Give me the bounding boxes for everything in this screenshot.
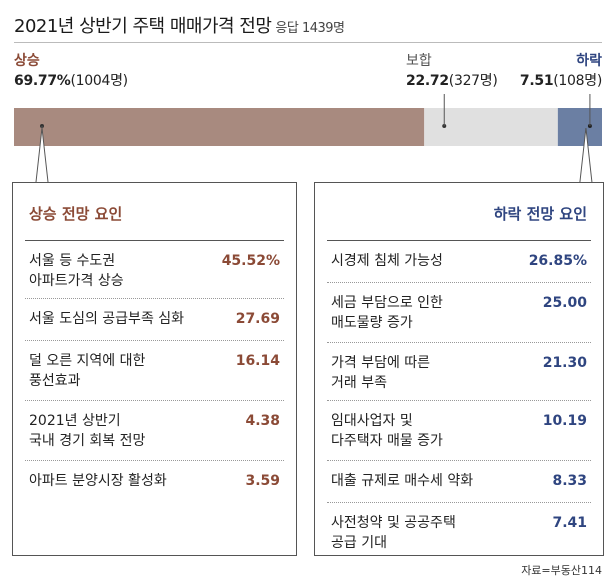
down-factor-row-value: 25.00: [542, 295, 587, 311]
down-factor-row: 사전청약 및 공공주택 공급 기대 7.41: [327, 503, 591, 557]
down-factor-row-label: 세금 부담으로 인한 매도물량 증가: [331, 295, 443, 331]
up-factors-list: 서울 등 수도권 아파트가격 상승 45.52% 서울 도심의 공급부족 심화 27.…: [13, 241, 296, 511]
bar-segment-up: [14, 108, 425, 146]
bar-segment-hold: [424, 108, 558, 146]
category-label-down: 하락 7.51(108명): [520, 50, 602, 90]
category-value-down: 7.51(108명): [520, 70, 602, 90]
down-factor-row-value: 10.19: [542, 413, 587, 429]
up-factor-row-value: 3.59: [245, 473, 280, 489]
percent-up: 69.77%: [14, 73, 71, 89]
up-factor-row-value: 4.38: [245, 413, 280, 429]
down-factor-row-label: 시경제 침체 가능성: [331, 253, 443, 269]
down-factor-row: 대출 규제로 매수세 약화 8.33: [327, 461, 591, 503]
value-hold: 22.72: [406, 73, 449, 89]
down-factor-row-label: 대출 규제로 매수세 약화: [331, 473, 474, 489]
up-factor-row-value: 16.14: [235, 353, 280, 369]
up-factors-panel: 상승 전망 요인 서울 등 수도권 아파트가격 상승 45.52% 서울 도심의 공…: [12, 182, 297, 556]
category-label-hold: 보합 22.72(327명): [406, 50, 498, 90]
count-up: (1004명): [70, 73, 129, 89]
category-value-hold: 22.72(327명): [406, 70, 498, 90]
up-factor-row-label: 서울 도심의 공급부족 심화: [29, 311, 185, 327]
down-factor-row-label: 사전청약 및 공공주택 공급 기대: [331, 515, 456, 551]
down-factor-row-value: 26.85%: [528, 253, 587, 269]
down-factor-row: 시경제 침체 가능성 26.85%: [327, 241, 591, 283]
up-factor-row-label: 아파트 분양시장 활성화: [29, 473, 167, 489]
down-factor-row: 세금 부담으로 인한 매도물량 증가 25.00: [327, 283, 591, 343]
category-name-down: 하락: [576, 53, 602, 69]
up-factor-row: 2021년 상반기 국내 경기 회복 전망 4.38: [25, 401, 284, 461]
down-factor-row: 임대사업자 및 다주택자 매물 증가 10.19: [327, 401, 591, 461]
up-factor-row-label: 서울 등 수도권 아파트가격 상승: [29, 253, 124, 289]
title-divider: [14, 42, 602, 43]
count-down: (108명): [553, 73, 602, 89]
up-factor-row-label: 2021년 상반기 국내 경기 회복 전망: [29, 413, 146, 449]
down-factors-panel: 하락 전망 요인 시경제 침체 가능성 26.85% 세금 부담으로 인한 매도물량…: [314, 182, 604, 556]
down-factor-row-value: 8.33: [552, 473, 587, 489]
down-factor-row-value: 7.41: [552, 515, 587, 531]
category-name-hold: 보합: [406, 53, 432, 69]
category-label-up: 상승 69.77%(1004명): [14, 50, 128, 90]
up-factor-row: 아파트 분양시장 활성화 3.59: [25, 461, 284, 511]
up-factor-row: 서울 등 수도권 아파트가격 상승 45.52%: [25, 241, 284, 299]
down-factor-row-label: 임대사업자 및 다주택자 매물 증가: [331, 413, 443, 449]
up-factor-row-label: 덜 오른 지역에 대한 풍선효과: [29, 353, 146, 389]
up-factor-row: 덜 오른 지역에 대한 풍선효과 16.14: [25, 341, 284, 401]
down-factors-title: 하락 전망 요인: [327, 183, 591, 241]
source-note: 자료=부동산114: [521, 564, 602, 577]
up-factor-row-value: 45.52%: [221, 253, 280, 269]
down-factor-row-label: 가격 부담에 따른 거래 부족: [331, 355, 431, 391]
category-value-up: 69.77%(1004명): [14, 70, 128, 90]
bar-segment-down: [557, 108, 602, 146]
stacked-bar-chart: [14, 94, 602, 183]
subtitle-text: 응답 1439명: [275, 21, 345, 36]
up-factor-row: 서울 도심의 공급부족 심화 27.69: [25, 299, 284, 341]
up-factor-row-value: 27.69: [235, 311, 280, 327]
chart-title: 2021년 상반기 주택 매매가격 전망 응답 1439명: [14, 12, 345, 38]
down-factor-row-value: 21.30: [542, 355, 587, 371]
value-down: 7.51: [519, 73, 554, 89]
up-factors-title: 상승 전망 요인: [25, 183, 284, 241]
title-text: 2021년 상반기 주택 매매가격 전망: [14, 16, 272, 37]
down-factor-row: 가격 부담에 따른 거래 부족 21.30: [327, 343, 591, 401]
callout-pointer-up: [35, 127, 49, 183]
down-factors-list: 시경제 침체 가능성 26.85% 세금 부담으로 인한 매도물량 증가 25.00 가…: [315, 241, 603, 557]
callout-pointer-down: [579, 127, 593, 183]
category-name-up: 상승: [14, 53, 40, 69]
count-hold: (327명): [448, 73, 498, 89]
